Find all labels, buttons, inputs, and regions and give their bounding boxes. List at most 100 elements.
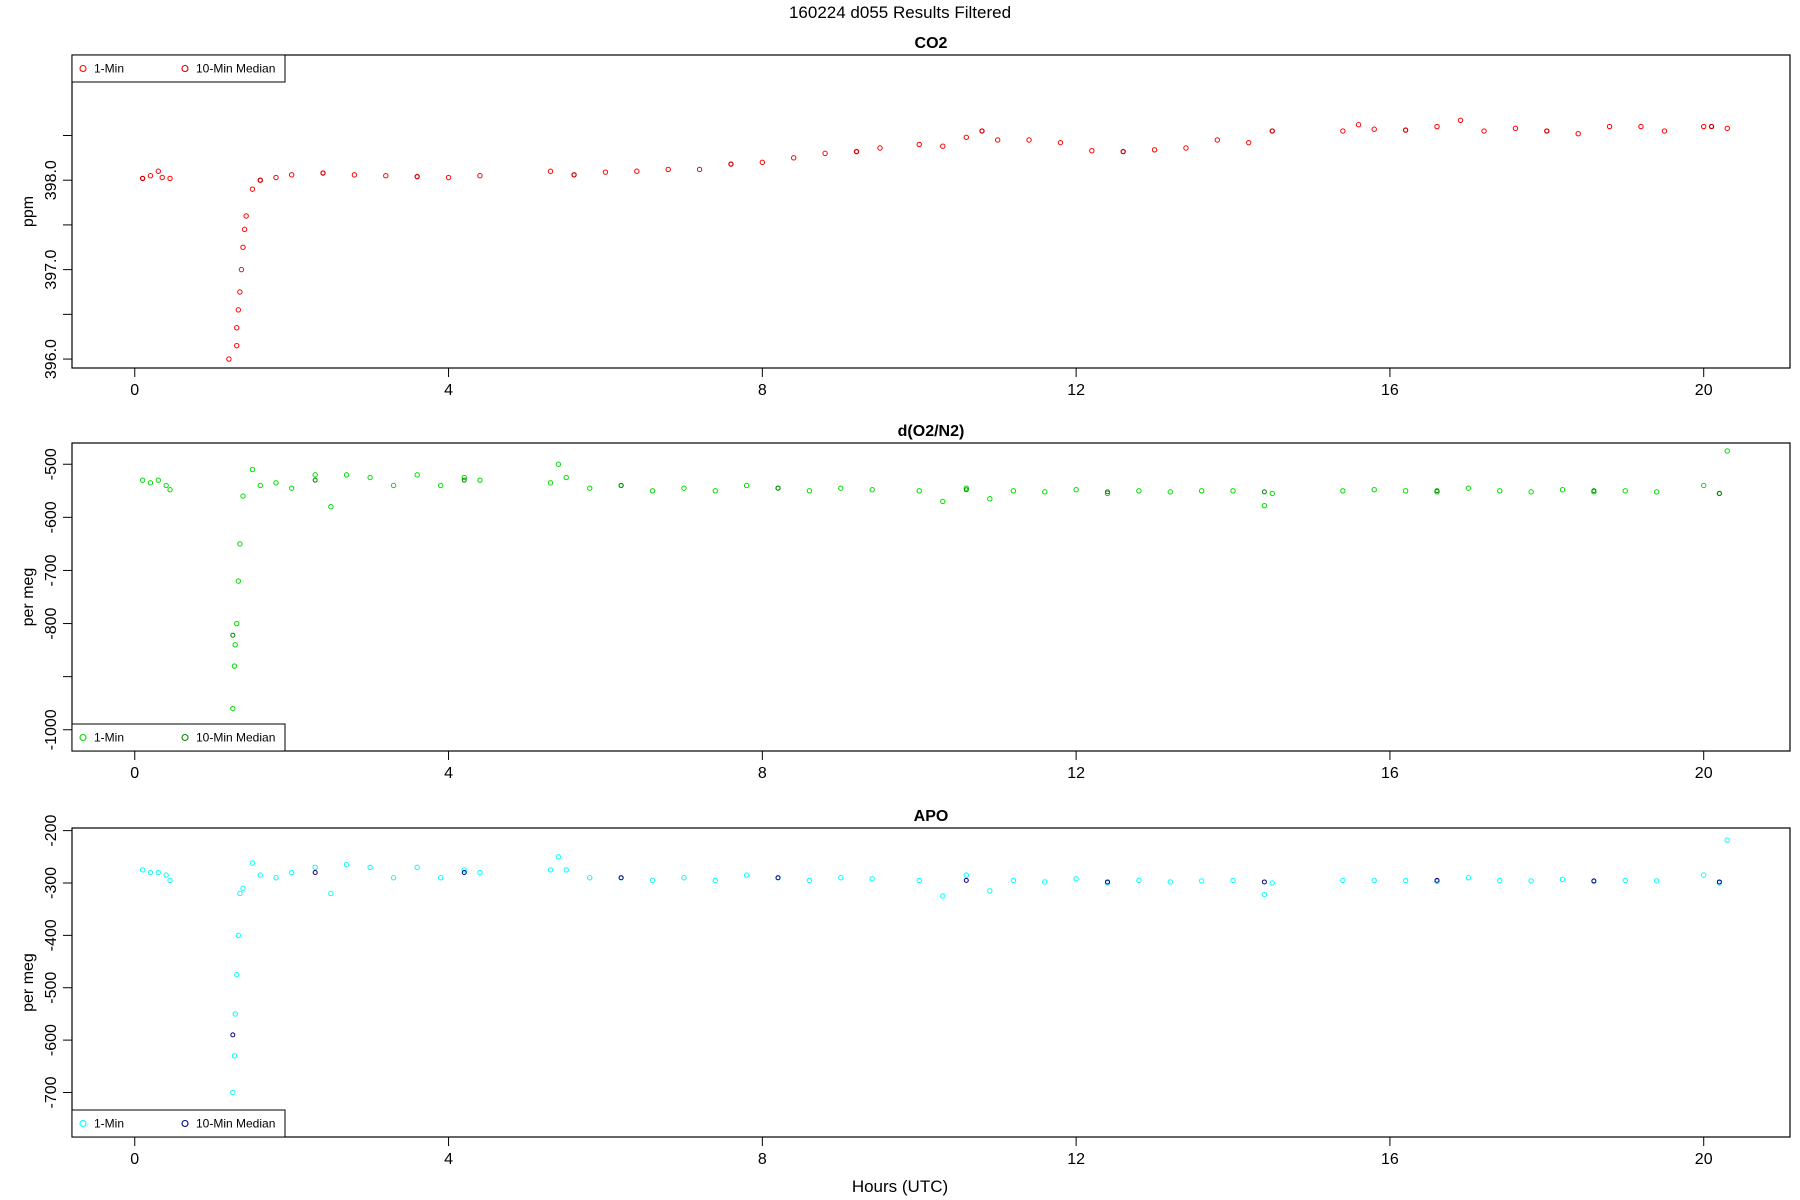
data-point — [1246, 139, 1252, 146]
data-point — [563, 867, 569, 873]
data-point — [230, 1032, 236, 1038]
data-point — [987, 496, 993, 502]
x-tick-label: 0 — [130, 382, 139, 399]
data-point — [1167, 489, 1173, 495]
data-point — [743, 482, 750, 489]
data-point — [618, 875, 624, 881]
legend-marker — [79, 733, 87, 742]
data-point — [877, 145, 883, 151]
data-point — [853, 149, 859, 155]
data-point — [791, 155, 797, 161]
data-point — [240, 493, 246, 499]
data-point — [869, 876, 875, 882]
data-point — [547, 168, 554, 174]
data-point — [414, 472, 420, 478]
y-axis-label: per meg — [20, 568, 37, 627]
data-point — [328, 504, 334, 510]
panel-title: CO2 — [915, 35, 948, 52]
y-tick-label: 398.0 — [43, 160, 60, 200]
plot-frame — [71, 442, 1791, 752]
data-point — [140, 175, 146, 181]
data-point — [987, 888, 993, 894]
data-point — [940, 893, 946, 899]
data-point — [1591, 488, 1597, 494]
plot-frame — [71, 827, 1791, 1138]
data-point — [1701, 123, 1707, 130]
data-point — [1261, 489, 1267, 495]
data-point — [1073, 487, 1079, 493]
x-tick-label: 12 — [1067, 1151, 1085, 1168]
data-point — [1198, 878, 1205, 884]
data-point — [1544, 128, 1550, 134]
data-point — [461, 477, 467, 483]
data-point — [940, 143, 946, 149]
data-point — [1724, 125, 1730, 132]
x-tick-label: 4 — [444, 382, 453, 399]
data-point — [477, 477, 483, 483]
data-point — [963, 487, 969, 493]
data-point — [235, 307, 242, 313]
data-point — [1403, 127, 1409, 133]
legend-entry: 10-Min Median — [196, 731, 275, 745]
data-point — [916, 141, 922, 148]
data-point — [1136, 488, 1142, 494]
data-point — [681, 485, 687, 491]
data-point — [288, 172, 295, 178]
series-one-min — [139, 837, 1730, 1096]
data-point — [235, 578, 242, 584]
data-point — [1214, 137, 1221, 143]
y-tick-label: 397.0 — [43, 250, 60, 290]
series-one-min — [139, 117, 1730, 362]
data-point — [230, 632, 236, 638]
data-point — [1434, 123, 1440, 130]
data-point — [1136, 877, 1142, 884]
y-tick-label: -700 — [43, 1076, 60, 1108]
data-point — [139, 867, 146, 873]
data-point — [838, 875, 844, 881]
data-point — [1434, 877, 1440, 883]
data-point — [235, 932, 242, 939]
data-point — [343, 472, 350, 478]
y-axis-label: ppm — [20, 196, 37, 227]
data-point — [555, 461, 562, 467]
data-point — [1716, 879, 1722, 885]
data-point — [1638, 123, 1644, 130]
data-point — [1355, 122, 1362, 128]
data-point — [234, 325, 240, 331]
data-point — [665, 166, 671, 173]
x-axis-label: Hours (UTC) — [852, 1177, 948, 1196]
data-point — [226, 356, 232, 362]
y-tick-label: -500 — [43, 972, 60, 1004]
data-point — [249, 186, 256, 192]
data-point — [1042, 879, 1048, 885]
x-tick-label: 8 — [758, 765, 767, 782]
data-point — [979, 128, 985, 134]
data-point — [1371, 126, 1377, 132]
data-point — [232, 1011, 238, 1017]
legend: 1-Min 10-Min Median — [71, 1109, 286, 1138]
data-point — [351, 172, 358, 178]
data-point — [634, 168, 640, 174]
data-point — [1073, 876, 1079, 882]
panel-2: d(O2/N2) 0 4 8 12 16 20 -1000 -800 -700 -600 -500 pe… — [20, 423, 1791, 782]
data-point — [587, 875, 593, 881]
data-point — [367, 474, 373, 481]
data-point — [940, 498, 946, 505]
data-point — [234, 620, 240, 627]
legend-entry: 10-Min Median — [196, 62, 275, 76]
y-tick-label: -700 — [43, 554, 60, 586]
data-point — [1010, 488, 1017, 494]
data-point — [240, 885, 246, 891]
data-point — [167, 877, 173, 884]
data-point — [712, 877, 718, 884]
data-point — [461, 474, 467, 481]
data-point — [775, 875, 781, 881]
legend-marker — [79, 64, 87, 73]
data-point — [994, 137, 1001, 143]
data-point — [230, 705, 236, 712]
legend-entry: 1-Min — [94, 62, 124, 76]
data-point — [241, 226, 248, 233]
data-point — [1497, 877, 1503, 884]
data-point — [1261, 502, 1268, 509]
data-point — [1559, 487, 1566, 493]
